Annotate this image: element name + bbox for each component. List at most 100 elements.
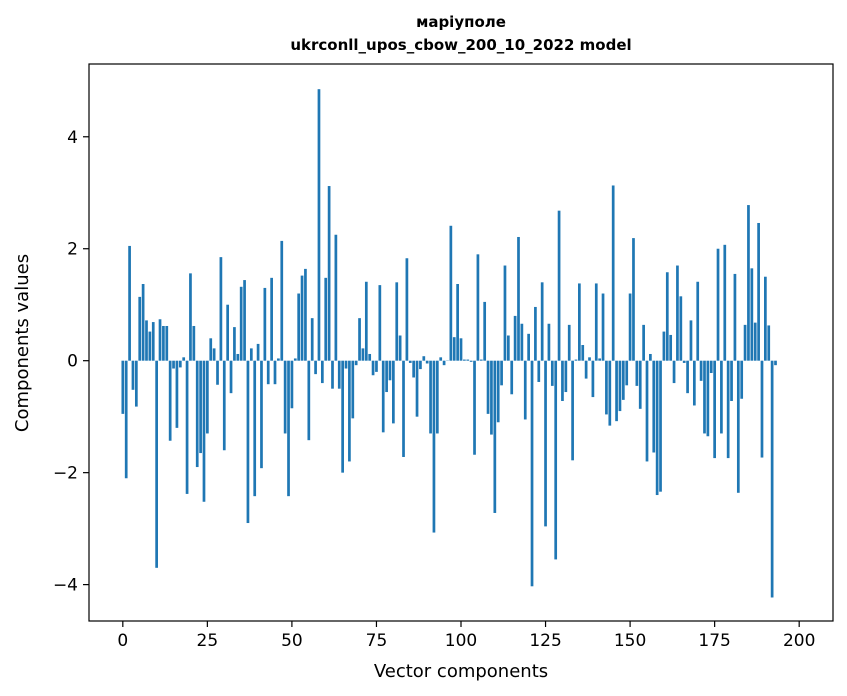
bar — [561, 360, 564, 401]
bar — [490, 360, 493, 435]
bar — [757, 222, 760, 361]
bar — [348, 360, 351, 462]
bar — [243, 280, 246, 361]
plot-frame — [88, 63, 834, 622]
bar — [165, 325, 169, 361]
bar — [642, 324, 645, 361]
bar — [723, 244, 727, 361]
bar — [402, 360, 405, 457]
bar — [266, 360, 270, 385]
bar — [182, 357, 186, 361]
bar — [736, 360, 740, 493]
bar — [260, 360, 263, 469]
bar — [770, 360, 774, 598]
bar — [686, 360, 689, 394]
bar — [314, 360, 317, 375]
bar — [375, 360, 378, 372]
bar-series — [121, 89, 777, 598]
bar — [304, 268, 307, 361]
bar — [452, 337, 456, 361]
bar — [334, 234, 338, 361]
bar — [672, 360, 676, 384]
bar — [206, 360, 209, 434]
x-axis-ticks: 0 25 50 75 100 125 150 175 200 — [117, 621, 815, 651]
bar — [709, 360, 713, 374]
bar — [517, 236, 520, 361]
bar — [682, 360, 686, 363]
bar — [608, 360, 612, 426]
bar — [341, 360, 344, 473]
bar — [720, 360, 723, 434]
bar — [649, 353, 652, 361]
bar — [131, 360, 135, 390]
bar — [121, 360, 125, 414]
bar — [655, 360, 659, 496]
chart-title: маріуполе — [416, 13, 506, 31]
bar — [479, 359, 483, 361]
bar — [358, 318, 361, 361]
bar — [679, 296, 683, 361]
bar — [395, 282, 399, 361]
bar — [473, 360, 476, 455]
bar — [503, 265, 507, 361]
bar — [354, 360, 358, 366]
bar — [199, 360, 202, 454]
bar — [378, 285, 382, 361]
bar — [290, 360, 294, 409]
bar — [615, 360, 618, 422]
bar — [317, 89, 321, 361]
bar — [605, 360, 608, 415]
bar — [483, 301, 487, 361]
bar — [550, 360, 554, 386]
bar — [662, 331, 666, 361]
bar — [774, 360, 777, 366]
bar — [439, 357, 443, 361]
bar — [618, 360, 622, 412]
bar — [405, 258, 409, 361]
y-axis-label: Components values — [12, 254, 33, 432]
bar — [753, 322, 757, 361]
bar — [162, 325, 165, 361]
bar — [189, 273, 192, 361]
bar — [638, 360, 642, 409]
y-tick-label: −4 — [53, 576, 78, 596]
x-tick-label: 125 — [529, 631, 561, 651]
bar — [557, 210, 561, 361]
bar — [209, 338, 213, 361]
bar — [273, 360, 277, 385]
x-tick-label: 50 — [281, 631, 303, 651]
x-tick-label: 175 — [698, 631, 730, 651]
bar — [246, 360, 250, 524]
bar — [270, 277, 273, 361]
bar — [496, 360, 500, 423]
bar — [337, 360, 341, 389]
bar — [527, 333, 530, 361]
bar — [537, 360, 541, 382]
bar — [713, 360, 716, 459]
bar — [195, 360, 199, 468]
bar — [432, 360, 436, 533]
bar — [530, 360, 534, 587]
bar — [239, 286, 243, 361]
bar — [506, 335, 510, 361]
bar — [523, 360, 527, 420]
bar — [364, 281, 368, 361]
bar — [141, 284, 145, 361]
bar — [632, 238, 635, 361]
bar — [151, 322, 155, 361]
bar — [310, 318, 314, 361]
bar — [591, 360, 595, 398]
bar — [449, 225, 453, 361]
bar — [134, 360, 138, 407]
bar — [158, 319, 162, 361]
bar — [263, 287, 267, 361]
bar — [486, 360, 490, 414]
x-tick-label: 100 — [445, 631, 477, 651]
bar — [280, 240, 284, 361]
bar — [466, 359, 470, 361]
bar — [175, 360, 179, 428]
bar — [764, 276, 767, 361]
bar — [422, 356, 426, 361]
bar — [253, 360, 257, 497]
bar — [750, 268, 754, 361]
